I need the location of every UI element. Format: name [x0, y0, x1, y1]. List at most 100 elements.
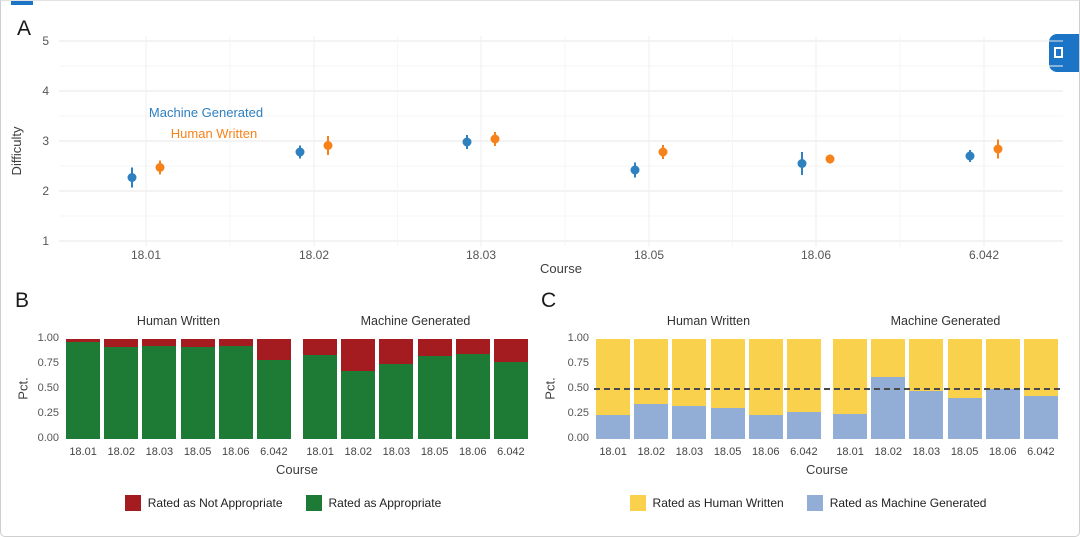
x-tick-label: 6.042 [790, 446, 818, 458]
y-tick-label: 0.00 [567, 432, 589, 444]
legend-label-rated-machine-generated: Rated as Machine Generated [829, 496, 987, 510]
data-point [155, 163, 165, 172]
legend-swatch-rated-machine-generated [806, 495, 823, 511]
x-tick-label: 18.03 [675, 446, 704, 458]
x-tick-label: 18.05 [634, 248, 664, 262]
x-tick-label: 18.06 [801, 248, 831, 262]
y-tick-label: 4 [42, 84, 49, 98]
legend-label-not-appropriate: Rated as Not Appropriate [147, 496, 283, 510]
bar-segment [596, 415, 631, 439]
bar-segment [947, 398, 982, 439]
bar-segment [66, 342, 101, 439]
bar-segment [303, 355, 338, 439]
button-icon [1054, 47, 1063, 58]
x-tick-label: 18.02 [874, 446, 902, 458]
data-point [658, 147, 668, 157]
x-tick-label: 18.06 [751, 446, 780, 458]
legend-swatch-not-appropriate [124, 495, 141, 511]
bar-segment [710, 339, 745, 408]
panel-c-y-axis-title: Pct. [542, 377, 558, 400]
panel-b-y-axis-title: Pct. [15, 377, 31, 400]
x-tick-label: 6.042 [1027, 446, 1055, 458]
x-tick-label: 18.03 [466, 248, 496, 262]
data-point [630, 165, 640, 175]
panel-c-x-axis-title: Course [806, 462, 848, 477]
bar-segment [493, 339, 528, 362]
data-point [965, 151, 975, 161]
data-point [323, 141, 333, 150]
data-point [462, 137, 472, 147]
x-tick-label: 6.042 [497, 446, 525, 458]
x-tick-label: 18.01 [599, 446, 627, 458]
x-tick-label: 18.03 [145, 446, 174, 458]
panel-c-facet-human-written-title: Human Written [666, 314, 751, 328]
bar-segment [786, 339, 821, 412]
panel-a-points [127, 132, 1003, 188]
bar-segment [379, 339, 414, 364]
bar-segment [672, 406, 707, 439]
legend-human-written: Human Written [171, 126, 257, 141]
bar-segment [596, 339, 631, 415]
bar-segment [871, 339, 906, 377]
bar-segment [341, 371, 376, 439]
y-tick-label: 1 [42, 234, 49, 248]
x-tick-label: 18.05 [713, 446, 742, 458]
panel-a-y-axis-title: Difficulty [9, 126, 24, 175]
panel-c-label: C [541, 289, 557, 312]
bar-segment [985, 339, 1020, 389]
y-tick-label: 0.00 [37, 432, 59, 444]
panel-b-label: B [15, 289, 30, 312]
panel-c-legend: Rated as Human Written Rated as Machine … [561, 495, 1071, 511]
data-point [797, 159, 807, 168]
x-tick-label: 18.02 [344, 446, 372, 458]
bar-segment [180, 347, 215, 439]
data-point [295, 147, 305, 157]
panel-b-x-axis-title: Course [276, 462, 318, 477]
bar-segment [379, 364, 414, 439]
x-tick-label: 18.06 [988, 446, 1017, 458]
y-tick-label: 3 [42, 134, 49, 148]
bar-segment [303, 339, 338, 355]
bar-segment [142, 339, 177, 346]
panel-b-facet-machine-generated-title: Machine Generated [360, 314, 471, 328]
bar-segment [256, 339, 291, 360]
bar-segment [672, 339, 707, 406]
y-tick-label: 2 [42, 184, 49, 198]
bar-segment [218, 339, 253, 346]
panel-a-gridlines: 1 2 3 4 5 18.01 18.02 18.03 18.05 18.06 6.042 [42, 34, 1063, 262]
panel-a-x-axis-title: Course [540, 261, 582, 276]
fifty-percent-dashline [594, 388, 1060, 390]
x-tick-label: 18.01 [131, 248, 161, 262]
x-tick-label: 18.01 [306, 446, 334, 458]
x-tick-label: 18.05 [950, 446, 979, 458]
x-tick-label: 18.03 [912, 446, 941, 458]
x-tick-label: 18.01 [69, 446, 97, 458]
bar-segment [634, 339, 669, 404]
difficulty-pointrange-chart: A Difficulty Course 1 2 3 4 5 18.01 18.02 18.03… [9, 17, 1063, 276]
bar-segment [493, 362, 528, 439]
data-point [490, 134, 500, 144]
x-tick-label: 18.06 [458, 446, 487, 458]
legend-machine-generated: Machine Generated [149, 105, 263, 120]
x-tick-label: 18.02 [637, 446, 665, 458]
legend-label-rated-human-written: Rated as Human Written [652, 496, 784, 510]
top-accent-line [11, 1, 33, 5]
y-tick-label: 1.00 [37, 332, 59, 344]
bar-segment [634, 404, 669, 439]
data-point [825, 154, 835, 164]
legend-swatch-appropriate [305, 495, 322, 511]
bar-segment [256, 360, 291, 439]
bar-segment [748, 339, 783, 415]
x-tick-label: 6.042 [260, 446, 288, 458]
bar-segment [1023, 396, 1058, 439]
bar-segment [66, 339, 101, 342]
panel-b-legend: Rated as Not Appropriate Rated as Approp… [41, 495, 541, 511]
bar-segment [833, 339, 868, 414]
x-tick-label: 18.06 [221, 446, 250, 458]
bar-segment [909, 391, 944, 439]
x-tick-label: 18.01 [836, 446, 864, 458]
bar-segment [455, 354, 490, 439]
legend-swatch-rated-human-written [629, 495, 646, 511]
bar-segment [833, 414, 868, 439]
bar-segment [180, 339, 215, 347]
